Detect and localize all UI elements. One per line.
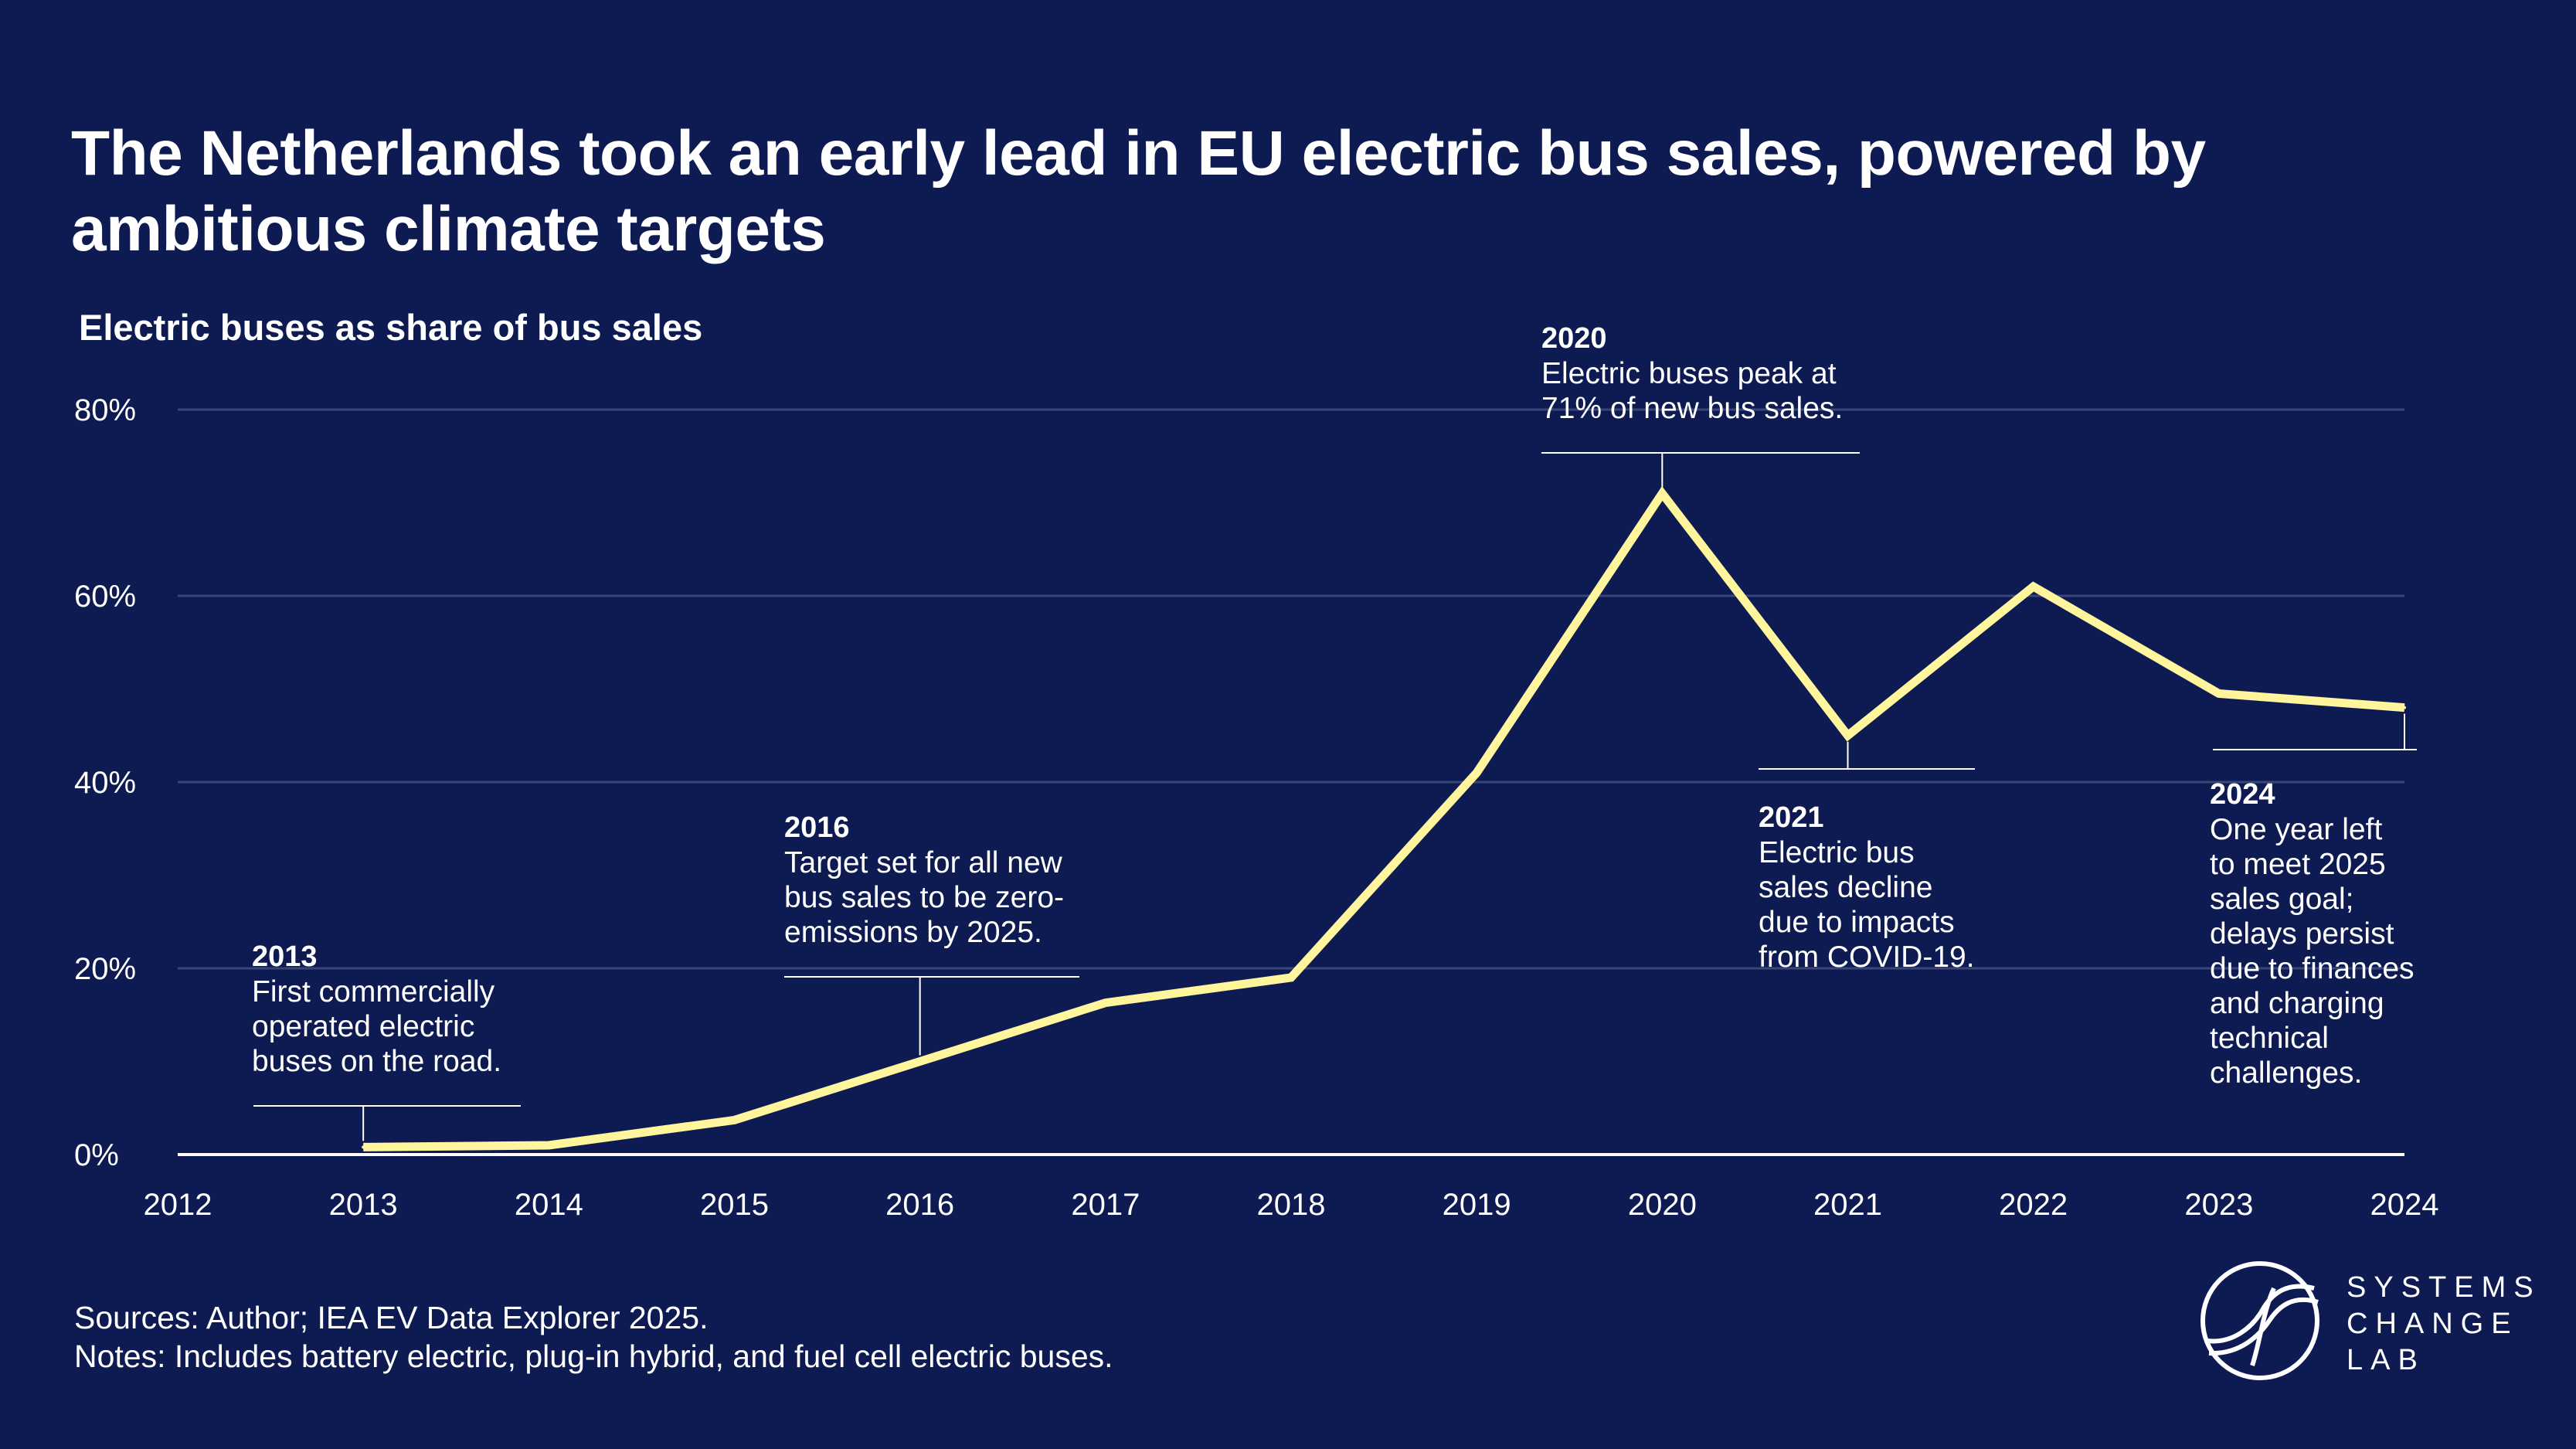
x-tick-label: 2016 xyxy=(885,1188,954,1222)
annotation-text-line: sales decline xyxy=(1759,871,1932,904)
sources-note: Sources: Author; IEA EV Data Explorer 20… xyxy=(74,1300,709,1335)
annotation-text-line: buses on the road. xyxy=(252,1045,501,1078)
data-point xyxy=(547,1143,551,1147)
y-tick-label: 60% xyxy=(74,580,136,614)
data-point xyxy=(2403,706,2406,709)
annotation-year: 2013 xyxy=(252,940,318,973)
x-tick-label: 2017 xyxy=(1071,1188,1140,1222)
data-point xyxy=(1660,492,1664,495)
x-tick-label: 2021 xyxy=(1813,1188,1882,1222)
x-axis-ticks: 2012 2013 2014 2015 2016 2017 2018 2019 2020 2021… xyxy=(144,1188,2439,1222)
data-series xyxy=(362,486,2406,1151)
annotation-text-line: First commercially xyxy=(252,975,495,1009)
annotation-text-line: operated electric xyxy=(252,1010,474,1043)
annotation-text-line: to meet 2025 xyxy=(2210,848,2386,881)
logo-line: LAB xyxy=(2347,1344,2425,1376)
x-tick-label: 2013 xyxy=(329,1188,398,1222)
annotation-text-line: Electric bus xyxy=(1759,836,1915,869)
x-tick-label: 2018 xyxy=(1257,1188,1326,1222)
annotation-text-line: delays persist xyxy=(2210,917,2394,951)
x-tick-label: 2023 xyxy=(2184,1188,2253,1222)
logo-wordmark: SYSTEMS CHANGE LAB xyxy=(2347,1270,2541,1379)
logo-line: CHANGE xyxy=(2347,1308,2519,1340)
chart-title: The Netherlands took an early lead in EU… xyxy=(71,118,2206,264)
grid-lines xyxy=(178,408,2404,1156)
annotation-text-line: technical xyxy=(2210,1022,2329,1055)
annotation-text-line: emissions by 2025. xyxy=(784,916,1042,949)
x-tick-label: 2024 xyxy=(2370,1188,2439,1222)
y-tick-label: 80% xyxy=(74,393,136,427)
annotation-text-line: 71% of new bus sales. xyxy=(1541,392,1843,425)
systems-change-lab-logo: SYSTEMS CHANGE LAB xyxy=(2198,1261,2534,1387)
logo-line: SYSTEMS xyxy=(2347,1271,2541,1304)
series-line xyxy=(363,486,2405,1151)
logo-mark-icon xyxy=(2200,1261,2319,1380)
annotation-text-line: bus sales to be zero- xyxy=(784,881,1064,914)
data-point xyxy=(2031,584,2035,588)
x-tick-label: 2019 xyxy=(1443,1188,1511,1222)
data-point xyxy=(1846,733,1850,737)
annotation-year: 2016 xyxy=(784,811,850,844)
x-tick-label: 2020 xyxy=(1628,1188,1697,1222)
notes-note: Notes: Includes battery electric, plug-i… xyxy=(74,1338,1113,1374)
y-tick-label: 0% xyxy=(74,1138,119,1172)
data-point xyxy=(362,1145,365,1149)
annotation-text-line: Electric buses peak at xyxy=(1541,357,1837,390)
chart-subtitle: Electric buses as share of bus sales xyxy=(79,307,703,348)
annotation-year: 2020 xyxy=(1541,322,1607,355)
x-tick-label: 2022 xyxy=(1999,1188,2068,1222)
annotation-text-line: and charging xyxy=(2210,987,2384,1020)
x-tick-label: 2012 xyxy=(144,1188,212,1222)
data-point xyxy=(2217,692,2221,696)
data-point xyxy=(732,1118,736,1122)
data-point xyxy=(1290,976,1293,980)
annotation-text-line: Target set for all new xyxy=(784,846,1063,879)
annotation-text-line: due to impacts xyxy=(1759,906,1955,939)
x-tick-label: 2015 xyxy=(700,1188,769,1222)
annotation-text-line: challenges. xyxy=(2210,1056,2362,1090)
annotation-year: 2021 xyxy=(1759,801,1824,834)
footer: Sources: Author; IEA EV Data Explorer 20… xyxy=(74,1298,1113,1376)
annotation-text-line: One year left xyxy=(2210,813,2382,846)
annotation-text-line: from COVID-19. xyxy=(1759,940,1975,974)
annotation-text-line: due to finances xyxy=(2210,952,2415,985)
x-tick-label: 2014 xyxy=(515,1188,583,1222)
y-tick-label: 20% xyxy=(74,952,136,986)
data-point xyxy=(918,1060,922,1063)
data-point xyxy=(1103,1001,1107,1005)
y-axis-ticks: 0% 20% 40% 60% 80% xyxy=(74,393,136,1172)
annotation-year: 2024 xyxy=(2210,778,2275,811)
data-point xyxy=(1475,770,1479,774)
annotation-text-line: sales goal; xyxy=(2210,883,2353,916)
y-tick-label: 40% xyxy=(74,766,136,800)
